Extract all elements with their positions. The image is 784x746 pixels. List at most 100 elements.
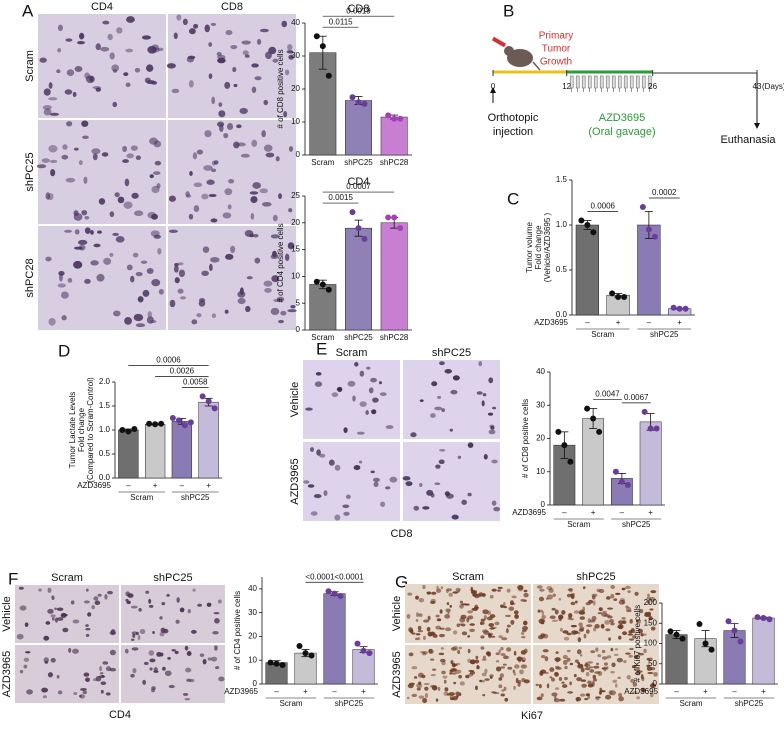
- stained-cell: [566, 632, 572, 636]
- stained-cell: [263, 144, 273, 152]
- stained-cell: [104, 594, 108, 600]
- stained-cell: [648, 616, 653, 620]
- stained-cell: [605, 694, 612, 700]
- stained-cell: [519, 669, 524, 675]
- x-tick-label: –: [126, 481, 131, 490]
- stained-cell: [490, 691, 497, 694]
- x-tick-label: +: [761, 687, 766, 696]
- stained-cell: [19, 605, 27, 611]
- stained-cell: [438, 459, 445, 465]
- stained-cell: [540, 655, 546, 659]
- stained-cell: [196, 313, 202, 318]
- stained-cell: [173, 32, 178, 40]
- stained-cell: [125, 48, 134, 53]
- stained-cell: [593, 627, 597, 632]
- stained-cell: [450, 660, 454, 665]
- stained-cell: [48, 82, 53, 89]
- stained-cell: [601, 624, 605, 629]
- y-tick-label: 20: [248, 632, 257, 641]
- stained-cell: [89, 76, 94, 82]
- stained-cell: [102, 661, 109, 665]
- stained-cell: [535, 683, 539, 687]
- stained-cell: [211, 313, 217, 319]
- stained-cell: [263, 280, 273, 287]
- timeline-tick-label: 0: [491, 82, 496, 91]
- data-point: [391, 115, 398, 122]
- stained-cell: [604, 619, 611, 625]
- micrograph-background: [403, 360, 500, 439]
- stained-cell: [617, 624, 624, 630]
- stained-cell: [430, 413, 436, 418]
- stained-cell: [144, 77, 151, 84]
- stained-cell: [510, 619, 515, 625]
- stained-cell: [210, 256, 220, 263]
- stained-cell: [444, 368, 452, 374]
- stained-cell: [169, 299, 176, 308]
- stained-cell: [640, 633, 644, 637]
- stained-cell: [523, 589, 528, 593]
- data-point: [615, 294, 622, 300]
- stained-cell: [439, 658, 446, 663]
- data-point: [590, 415, 597, 422]
- data-point: [670, 304, 677, 311]
- stained-cell: [515, 678, 519, 684]
- syringe-icon: [587, 75, 592, 89]
- stained-cell: [149, 319, 157, 324]
- stained-cell: [455, 691, 460, 697]
- micrograph-background: [168, 120, 296, 224]
- mouse-body: [507, 49, 533, 67]
- data-point: [355, 225, 362, 232]
- stained-cell: [389, 476, 398, 483]
- stained-cell: [314, 381, 323, 387]
- significance-label: 0.0007: [346, 182, 371, 191]
- stained-cell: [439, 449, 446, 452]
- stained-cell: [465, 674, 470, 679]
- y-axis-label: # of CD4 positive cells: [276, 223, 285, 302]
- x-tick-label: –: [674, 687, 679, 696]
- stained-cell: [431, 631, 434, 635]
- x-tick-label: +: [591, 508, 596, 517]
- stained-cell: [488, 622, 495, 627]
- stained-cell: [647, 671, 654, 675]
- data-point: [131, 426, 138, 433]
- stained-cell: [126, 153, 135, 159]
- panel-letter: G: [395, 572, 408, 591]
- stained-cell: [215, 666, 220, 670]
- stained-cell: [250, 212, 255, 220]
- y-tick-label: 0: [296, 150, 301, 159]
- stained-cell: [152, 630, 155, 634]
- significance-label: 0.0047: [595, 390, 620, 399]
- stained-cell: [48, 145, 58, 153]
- stained-cell: [573, 674, 577, 678]
- stained-cell: [459, 617, 466, 623]
- stained-cell: [607, 607, 614, 610]
- stained-cell: [159, 652, 164, 657]
- stained-cell: [597, 612, 603, 615]
- significance-label: 0.0115: [329, 17, 353, 26]
- stained-cell: [319, 453, 326, 458]
- stained-cell: [142, 679, 147, 685]
- stained-cell: [625, 652, 631, 655]
- stained-cell: [424, 693, 429, 699]
- significance-label: 0.0026: [170, 367, 195, 376]
- stained-cell: [632, 691, 638, 694]
- stained-cell: [589, 669, 595, 673]
- y-tick-label: 10: [291, 117, 300, 126]
- stained-cell: [641, 676, 645, 682]
- stained-cell: [636, 670, 643, 673]
- stained-cell: [111, 64, 120, 72]
- column-label: Scram: [336, 347, 368, 359]
- data-point: [653, 425, 660, 432]
- data-point: [397, 115, 404, 122]
- syringe-icon: [599, 75, 604, 89]
- stained-cell: [570, 624, 577, 628]
- stained-cell: [449, 605, 453, 608]
- stained-cell: [428, 649, 434, 655]
- micrograph: [303, 360, 400, 439]
- stained-cell: [459, 681, 465, 686]
- stained-cell: [406, 613, 411, 619]
- stained-cell: [551, 619, 558, 622]
- stained-cell: [594, 671, 601, 674]
- stained-cell: [164, 670, 172, 677]
